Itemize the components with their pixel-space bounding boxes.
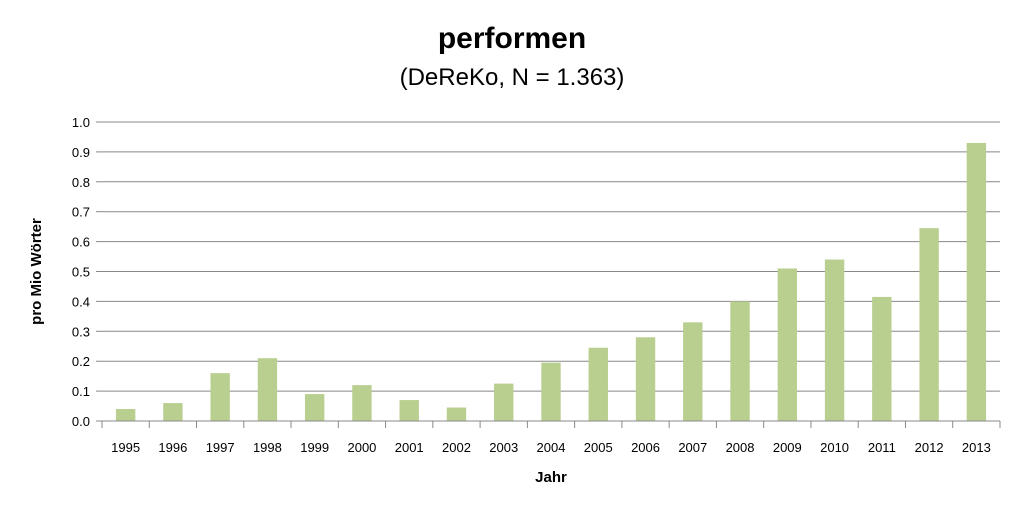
chart-title: performen [437, 22, 587, 55]
x-tick-label: 1995 [111, 440, 140, 455]
y-tick-label: 0.9 [72, 145, 90, 160]
bar-2001 [399, 400, 419, 421]
y-tick-labels: 0.0 0.1 0.2 0.3 0.4 0.5 0.6 0.7 0.8 0.9 1.0 [72, 115, 90, 429]
x-tick-label: 2001 [395, 440, 424, 455]
bar-2010 [824, 259, 845, 421]
x-tick-label: 1997 [206, 440, 235, 455]
x-tick-label: 2008 [726, 440, 755, 455]
bar-1999 [304, 394, 325, 421]
bar-2002 [446, 407, 467, 421]
x-tick-label: 2009 [773, 440, 802, 455]
y-axis-label: pro Mio Wörter [28, 218, 45, 325]
bar-1998 [257, 358, 278, 421]
bar-2005 [588, 347, 608, 421]
x-tick-label: 2012 [915, 440, 944, 455]
y-tick-label: 0.0 [72, 414, 90, 429]
x-tick-labels: 1995 1996 1997 1998 1999 2000 2001 2002 2003 2004… [111, 440, 991, 455]
bar-2000 [352, 385, 372, 421]
x-tick-label: 2005 [584, 440, 613, 455]
x-tick-label: 2007 [678, 440, 707, 455]
y-tick-label: 0.8 [72, 175, 90, 190]
x-tick-label: 1998 [253, 440, 282, 455]
bar-1995 [115, 409, 136, 421]
x-tick-label: 2004 [537, 440, 566, 455]
x-tick-label: 2002 [442, 440, 471, 455]
y-tick-label: 0.5 [72, 265, 90, 280]
y-tick-label: 0.4 [72, 294, 90, 309]
bar-1997 [210, 373, 230, 421]
bar-2004 [541, 362, 561, 421]
bar-1996 [163, 403, 183, 421]
bar-2012 [919, 228, 939, 421]
chart-subtitle: (DeReKo, N = 1.363) [399, 64, 625, 91]
x-tick-label: 2010 [820, 440, 849, 455]
bar-2003 [494, 383, 514, 421]
bar-2009 [777, 268, 798, 421]
x-tick-label: 1999 [300, 440, 329, 455]
grid-lines [96, 121, 1001, 428]
y-tick-label: 0.3 [72, 324, 90, 339]
y-tick-label: 0.2 [72, 354, 90, 369]
x-axis-label: Jahr [535, 469, 567, 486]
x-tick-label: 2003 [489, 440, 518, 455]
x-tick-label: 2013 [962, 440, 991, 455]
x-tick-label: 2011 [868, 440, 896, 455]
x-tick-label: 1996 [158, 440, 187, 455]
x-tick-label: 2006 [631, 440, 660, 455]
bar-2013 [966, 142, 987, 421]
bar-2007 [683, 322, 703, 421]
y-tick-label: 0.7 [72, 205, 90, 220]
bar-2006 [635, 337, 656, 421]
bars [115, 142, 987, 421]
bar-2011 [872, 296, 892, 421]
x-tick-label: 2000 [347, 440, 376, 455]
y-tick-label: 0.6 [72, 235, 90, 250]
bar-2008 [730, 301, 750, 421]
y-tick-label: 0.1 [72, 384, 90, 399]
y-tick-label: 1.0 [72, 115, 90, 130]
